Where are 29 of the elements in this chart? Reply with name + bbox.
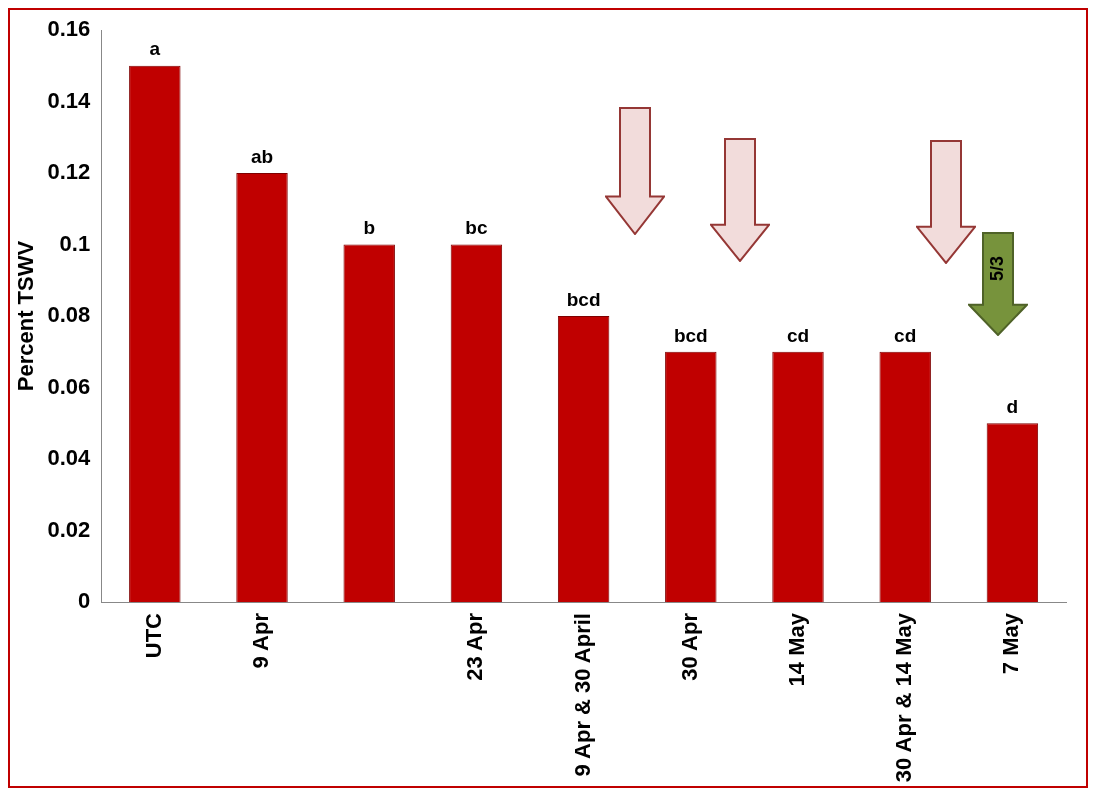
x-tick-label: 14 May	[784, 612, 810, 687]
data-label: bc	[465, 217, 488, 239]
y-tick-label: 0.14	[47, 87, 91, 113]
y-axis-title: Percent TSWV	[13, 240, 39, 392]
x-tick-label: 7 May	[998, 612, 1024, 675]
data-label: cd	[894, 324, 917, 346]
data-label: bcd	[673, 324, 708, 346]
y-tick-label: 0.08	[47, 302, 91, 328]
x-tick-label: 30 Apr	[676, 612, 702, 681]
y-tick-label: 0.02	[47, 516, 91, 542]
y-tick-label: 0.06	[47, 373, 91, 399]
data-label: bcd	[566, 288, 601, 310]
y-tick-label: 0.04	[47, 445, 91, 471]
y-tick-label: 0	[77, 588, 91, 614]
x-tick-label: 9 Apr	[248, 612, 274, 669]
x-tick-label: 30 Apr & 14 May	[891, 612, 917, 783]
x-tick-label: UTC	[140, 612, 166, 659]
data-label: b	[363, 217, 376, 239]
arrow-icon: 5/3	[968, 232, 1028, 336]
y-tick-label: 0.12	[47, 159, 91, 185]
data-label: cd	[786, 324, 810, 346]
data-label: a	[149, 38, 161, 60]
annotation: 5/3	[987, 255, 1009, 281]
y-tick-label: 0.16	[47, 16, 91, 42]
x-tick-label: 23 Apr	[462, 612, 488, 681]
y-tick-label: 0.1	[59, 230, 91, 256]
data-label: ab	[250, 145, 274, 167]
data-label: d	[1006, 396, 1019, 418]
x-tick-label: 9 Apr & 30 April	[569, 613, 595, 777]
